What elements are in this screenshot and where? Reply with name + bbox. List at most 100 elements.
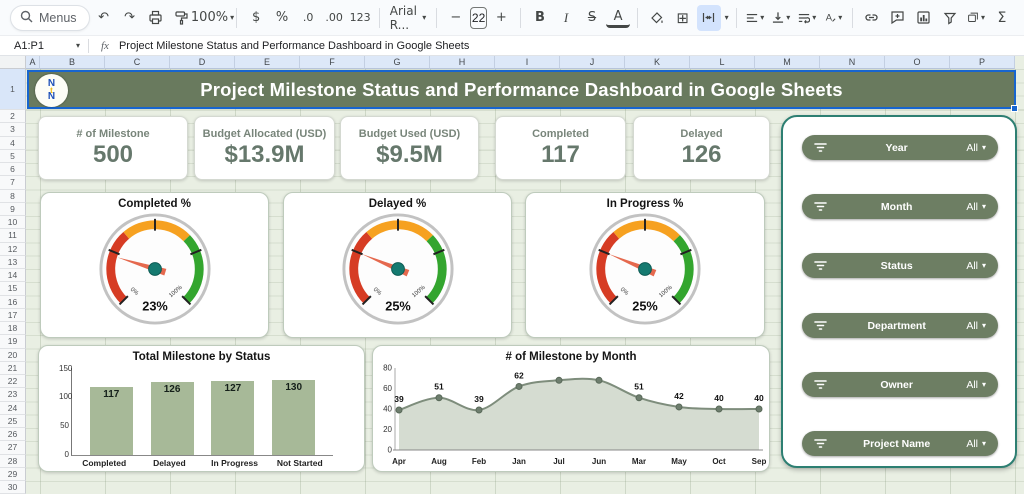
text-wrap-button[interactable]: ▾ bbox=[795, 5, 819, 31]
horizontal-align-button[interactable]: ▾ bbox=[743, 5, 767, 31]
row-header-13[interactable]: 13 bbox=[0, 256, 26, 269]
font-select[interactable]: Arial R...▾ bbox=[387, 5, 429, 31]
column-header-P[interactable]: P bbox=[950, 56, 1015, 69]
row-header-14[interactable]: 14 bbox=[0, 269, 26, 282]
text-color-button[interactable]: A bbox=[606, 8, 630, 28]
create-filter-icon[interactable] bbox=[938, 5, 962, 31]
column-header-F[interactable]: F bbox=[300, 56, 365, 69]
row-header-25[interactable]: 25 bbox=[0, 415, 26, 428]
row-header-7[interactable]: 7 bbox=[0, 176, 26, 189]
chevron-down-icon[interactable]: ▾ bbox=[982, 380, 986, 389]
row-header-9[interactable]: 9 bbox=[0, 203, 26, 216]
column-header-D[interactable]: D bbox=[170, 56, 235, 69]
filter-owner[interactable]: OwnerAll▾ bbox=[802, 372, 998, 397]
insert-comment-icon[interactable] bbox=[886, 5, 910, 31]
strikethrough-button[interactable]: S bbox=[580, 5, 604, 31]
gauge-card-completed[interactable]: Completed % 0%100%23% bbox=[40, 192, 269, 338]
bold-button[interactable]: B bbox=[528, 5, 552, 31]
row-header-21[interactable]: 21 bbox=[0, 362, 26, 375]
row-header-1[interactable]: 1 bbox=[0, 69, 26, 110]
column-header-I[interactable]: I bbox=[495, 56, 560, 69]
row-header-16[interactable]: 16 bbox=[0, 296, 26, 309]
row-header-28[interactable]: 28 bbox=[0, 455, 26, 468]
filter-project-name[interactable]: Project NameAll▾ bbox=[802, 431, 998, 456]
row-header-30[interactable]: 30 bbox=[0, 481, 26, 494]
filter-views-button[interactable]: ▾ bbox=[964, 5, 988, 31]
row-header-27[interactable]: 27 bbox=[0, 441, 26, 454]
redo-icon[interactable]: ↷ bbox=[118, 5, 142, 31]
more-formats-button[interactable]: 123 bbox=[348, 5, 372, 31]
filter-month[interactable]: MonthAll▾ bbox=[802, 194, 998, 219]
undo-icon[interactable]: ↶ bbox=[92, 5, 116, 31]
insert-chart-icon[interactable] bbox=[912, 5, 936, 31]
chevron-down-icon[interactable]: ▾ bbox=[982, 439, 986, 448]
decrease-decimals-button[interactable]: .0 bbox=[296, 5, 320, 31]
chevron-down-icon[interactable]: ▾ bbox=[982, 321, 986, 330]
row-header-8[interactable]: 8 bbox=[0, 190, 26, 203]
name-box[interactable]: A1:P1 ▾ bbox=[0, 40, 88, 52]
column-header-O[interactable]: O bbox=[885, 56, 950, 69]
chevron-down-icon[interactable]: ▾ bbox=[982, 143, 986, 152]
chevron-down-icon[interactable]: ▾ bbox=[725, 13, 729, 22]
format-percent-button[interactable]: % bbox=[270, 5, 294, 31]
column-header-G[interactable]: G bbox=[365, 56, 430, 69]
row-header-2[interactable]: 2 bbox=[0, 110, 26, 123]
row-header-29[interactable]: 29 bbox=[0, 468, 26, 481]
row-header-3[interactable]: 3 bbox=[0, 123, 26, 136]
column-header-L[interactable]: L bbox=[690, 56, 755, 69]
fill-color-icon[interactable] bbox=[645, 5, 669, 31]
vertical-align-button[interactable]: ▾ bbox=[769, 5, 793, 31]
font-size-input[interactable]: 22 bbox=[470, 7, 488, 29]
row-header-19[interactable]: 19 bbox=[0, 335, 26, 348]
column-header-N[interactable]: N bbox=[820, 56, 885, 69]
row-header-24[interactable]: 24 bbox=[0, 402, 26, 415]
functions-button[interactable]: Σ bbox=[990, 5, 1014, 31]
chevron-down-icon[interactable]: ▾ bbox=[982, 261, 986, 270]
zoom-select[interactable]: 100%▾ bbox=[196, 5, 230, 31]
filter-department[interactable]: DepartmentAll▾ bbox=[802, 313, 998, 338]
row-header-10[interactable]: 10 bbox=[0, 216, 26, 229]
dashboard-title-banner[interactable]: N t N Project Milestone Status and Perfo… bbox=[27, 70, 1016, 109]
row-header-22[interactable]: 22 bbox=[0, 375, 26, 388]
column-header-H[interactable]: H bbox=[430, 56, 495, 69]
column-header-M[interactable]: M bbox=[755, 56, 820, 69]
row-header-6[interactable]: 6 bbox=[0, 163, 26, 176]
text-rotation-button[interactable]: A▾ bbox=[821, 5, 845, 31]
row-header-5[interactable]: 5 bbox=[0, 150, 26, 163]
row-header-23[interactable]: 23 bbox=[0, 388, 26, 401]
row-header-4[interactable]: 4 bbox=[0, 137, 26, 150]
increase-decimals-button[interactable]: .00 bbox=[322, 5, 346, 31]
gauge-card-in-progress[interactable]: In Progress % 0%100%25% bbox=[525, 192, 765, 338]
insert-link-icon[interactable] bbox=[860, 5, 884, 31]
filter-status[interactable]: StatusAll▾ bbox=[802, 253, 998, 278]
increase-font-size-button[interactable]: + bbox=[489, 5, 513, 31]
selection-handle[interactable] bbox=[1011, 105, 1018, 112]
print-icon[interactable] bbox=[144, 5, 168, 31]
column-header-K[interactable]: K bbox=[625, 56, 690, 69]
row-header-11[interactable]: 11 bbox=[0, 229, 26, 242]
formula-input[interactable]: Project Milestone Status and Performance… bbox=[119, 40, 469, 52]
filter-year[interactable]: YearAll▾ bbox=[802, 135, 998, 160]
bar-chart-card[interactable]: Total Milestone by Status 11712612713005… bbox=[38, 345, 365, 472]
column-header-A[interactable]: A bbox=[26, 56, 40, 69]
select-all-corner[interactable] bbox=[0, 56, 26, 69]
row-header-20[interactable]: 20 bbox=[0, 349, 26, 362]
row-header-12[interactable]: 12 bbox=[0, 243, 26, 256]
chevron-down-icon[interactable]: ▾ bbox=[982, 202, 986, 211]
gauge-card-delayed[interactable]: Delayed % 0%100%25% bbox=[283, 192, 512, 338]
borders-icon[interactable]: ⊞ bbox=[671, 5, 695, 31]
column-header-B[interactable]: B bbox=[40, 56, 105, 69]
menus-button[interactable]: Menus bbox=[10, 5, 90, 31]
column-header-C[interactable]: C bbox=[105, 56, 170, 69]
format-currency-button[interactable]: $ bbox=[244, 5, 268, 31]
row-header-18[interactable]: 18 bbox=[0, 322, 26, 335]
column-header-E[interactable]: E bbox=[235, 56, 300, 69]
decrease-font-size-button[interactable]: − bbox=[444, 5, 468, 31]
row-header-15[interactable]: 15 bbox=[0, 282, 26, 295]
column-header-J[interactable]: J bbox=[560, 56, 625, 69]
italic-button[interactable]: I bbox=[554, 5, 578, 31]
row-header-17[interactable]: 17 bbox=[0, 309, 26, 322]
row-header-26[interactable]: 26 bbox=[0, 428, 26, 441]
merge-cells-button[interactable] bbox=[697, 5, 721, 31]
line-chart-card[interactable]: # of Milestone by Month 02040608039Apr51… bbox=[372, 345, 770, 472]
